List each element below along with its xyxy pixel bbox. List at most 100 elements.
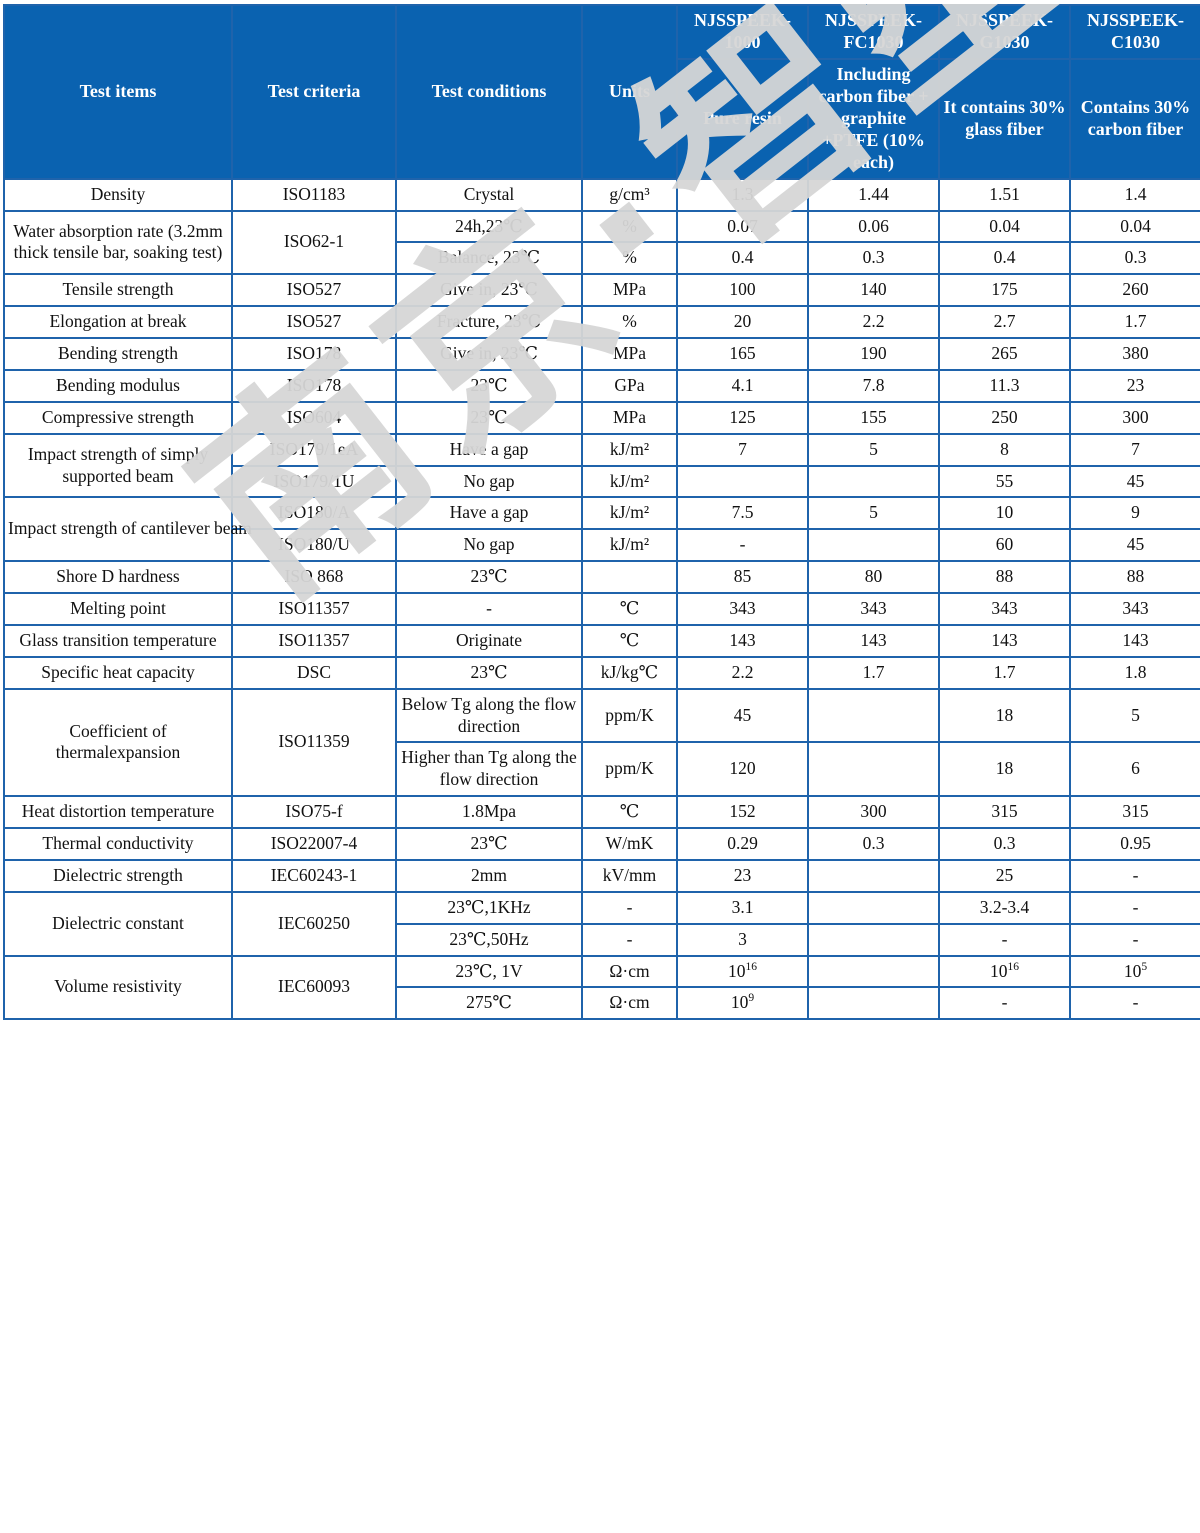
cell-value-product-3: 45 (1069, 528, 1200, 563)
table-header: Test items Test criteria Test conditions… (3, 4, 1200, 180)
cell-unit: % (581, 305, 678, 340)
cell-value-product-0: 45 (676, 687, 809, 744)
cell-unit: kV/mm (581, 858, 678, 893)
cell-value-product-0: 7 (676, 432, 809, 467)
cell-test-condition: Give in, 23℃ (395, 273, 583, 308)
cell-test-condition: 23℃,50Hz (395, 922, 583, 957)
cell-value-product-0: 120 (676, 741, 809, 798)
cell-test-condition: 23℃ (395, 368, 583, 403)
cell-value-product-0: 100 (676, 273, 809, 308)
table-row: Coefficient of thermalexpansion ISO11359 B… (3, 687, 1200, 798)
table-row: Tensile strength ISO527 Give in, 23℃ MPa 100… (3, 273, 1200, 308)
cell-value-product-3: 23 (1069, 368, 1200, 403)
cell-test-condition: 275℃ (395, 986, 583, 1021)
cell-unit: MPa (581, 337, 678, 371)
cell-value-product-2: 60 (938, 528, 1071, 563)
cell-test-item: Elongation at break (3, 305, 233, 340)
cell-unit: g/cm³ (581, 177, 678, 212)
cell-unit: kJ/kg℃ (581, 655, 678, 690)
cell-value-product-1: 155 (807, 400, 940, 435)
table-row: Specific heat capacity DSC 23℃ kJ/kg℃ 2.2 1.7… (3, 655, 1200, 690)
cell-test-criteria: ISO11357 (231, 592, 397, 626)
cell-test-criteria: ISO179/1eA (231, 432, 397, 467)
table-row: Volume resistivity IEC60093 23℃, 1V Ω·cm 101… (3, 954, 1200, 1021)
cell-value-product-1 (807, 986, 940, 1021)
cell-unit (581, 560, 678, 595)
cell-test-criteria: DSC (231, 655, 397, 690)
header-test-conditions: Test conditions (395, 4, 583, 180)
cell-test-item: Melting point (3, 592, 233, 626)
cell-value-product-2: 0.4 (938, 241, 1071, 276)
cell-value-product-3: - (1069, 890, 1200, 925)
table-body: Density ISO1183 Crystal g/cm³ 1.3 1.44 1.51 1.4… (3, 177, 1200, 1021)
cell-value-product-1: 1.7 (807, 655, 940, 690)
cell-unit: ℃ (581, 623, 678, 658)
cell-value-product-1: 140 (807, 273, 940, 308)
cell-test-criteria: ISO75-f (231, 795, 397, 830)
header-product-name-3: NJSSPEEK-C1030 (1069, 4, 1200, 60)
table-row: 23℃,50Hz -3- - (4, 922, 1200, 957)
cell-value-product-3: 0.3 (1069, 241, 1200, 276)
cell-value-product-2: 25 (938, 858, 1071, 893)
cell-test-item: Shore D hardness (3, 560, 233, 595)
cell-unit: GPa (581, 368, 678, 403)
cell-test-condition: 23℃ (395, 827, 583, 861)
cell-test-condition: Below Tg along the flow direction (395, 687, 583, 744)
cell-value-product-2: 2.7 (938, 305, 1071, 340)
table-row: 275℃ Ω·cm 109 - - (4, 986, 1200, 1021)
cell-test-condition: 1.8Mpa (395, 795, 583, 830)
cell-value-product-1 (807, 858, 940, 893)
cell-value-product-0: 3 (676, 922, 809, 957)
cell-unit: W/mK (581, 827, 678, 861)
cell-test-criteria: ISO180/A (231, 496, 397, 531)
cell-value-product-3: 1.4 (1069, 177, 1200, 212)
cell-value-product-3: 5 (1069, 687, 1200, 744)
cell-value-product-0: 1016 (676, 954, 809, 989)
header-product-name-0: NJSSPEEK-1000 (676, 4, 809, 60)
cell-test-criteria: ISO180/U (231, 528, 397, 563)
cell-value-product-0: 1.3 (676, 177, 809, 212)
cell-test-criteria: ISO62-1 (231, 209, 397, 276)
cell-test-criteria: ISO11359 (231, 687, 397, 798)
cell-test-criteria: IEC60093 (231, 954, 397, 1021)
cell-value-product-3: 0.04 (1069, 209, 1200, 244)
cell-test-item: Impact strength of cantilever beam (3, 496, 252, 563)
cell-value-product-1 (807, 464, 940, 499)
header-test-criteria: Test criteria (231, 4, 397, 180)
cell-unit: % (581, 209, 678, 244)
cell-test-condition: No gap (395, 464, 583, 499)
cell-value-product-2: - (938, 922, 1071, 957)
header-units: Units (581, 4, 678, 180)
header-product-name-2: NJSSPEEK-G1030 (938, 4, 1071, 60)
cell-value-product-1: 5 (807, 432, 940, 467)
cell-test-item: Dielectric constant (3, 890, 233, 957)
cell-value-product-2: 11.3 (938, 368, 1071, 403)
table-row: Thermal conductivity ISO22007-4 23℃ W/mK 0.2… (3, 827, 1200, 861)
cell-test-item: Glass transition temperature (3, 623, 233, 658)
cell-value-product-0: 23 (676, 858, 809, 893)
cell-unit: Ω·cm (581, 954, 678, 989)
cell-unit: ℃ (581, 592, 678, 626)
cell-value-product-1 (807, 954, 940, 989)
header-row-secondary: Pure resin Including carbon fiber + grap… (4, 57, 1200, 180)
cell-value-product-1: 143 (807, 623, 940, 658)
cell-value-product-0: 125 (676, 400, 809, 435)
cell-unit: - (581, 922, 678, 957)
cell-value-product-2: 88 (938, 560, 1071, 595)
cell-value-product-0: 343 (676, 592, 809, 626)
cell-value-product-3: 143 (1069, 623, 1200, 658)
cell-test-item: Density (3, 177, 233, 212)
cell-value-product-0: 143 (676, 623, 809, 658)
header-product-desc-2: It contains 30% glass fiber (938, 57, 1071, 180)
cell-value-product-3: - (1069, 922, 1200, 957)
cell-value-product-2: 265 (938, 337, 1071, 371)
cell-test-condition: No gap (395, 528, 583, 563)
cell-unit: ppm/K (581, 687, 678, 744)
cell-value-product-0: 0.4 (676, 241, 809, 276)
cell-test-item: Specific heat capacity (3, 655, 233, 690)
cell-unit: % (581, 241, 678, 276)
cell-value-product-1: 0.3 (807, 241, 940, 276)
cell-test-item: Impact strength of simply supported beam (3, 432, 233, 499)
cell-value-product-3: 1.8 (1069, 655, 1200, 690)
cell-value-product-0: 2.2 (676, 655, 809, 690)
